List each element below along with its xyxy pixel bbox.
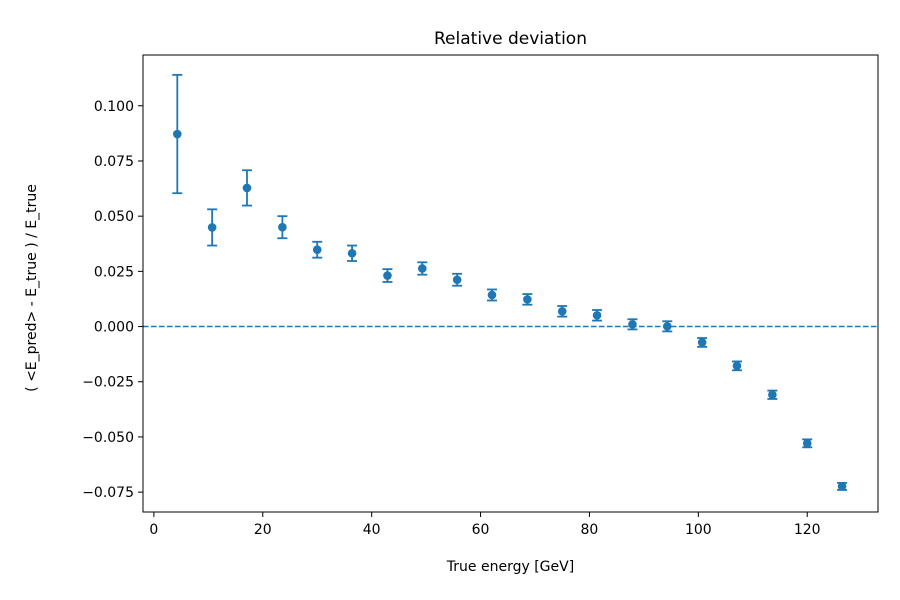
data-point (663, 322, 672, 331)
y-tick-label: 0.100 (94, 99, 134, 115)
y-tick-label: 0.025 (94, 264, 134, 280)
chart-title: Relative deviation (434, 29, 587, 49)
data-point (732, 361, 742, 371)
x-tick-label: 100 (685, 522, 712, 538)
data-point (418, 264, 427, 273)
data-point (452, 275, 462, 285)
data-point (837, 482, 847, 491)
data-point (278, 222, 287, 232)
data-point (242, 183, 252, 193)
x-tick-label: 40 (363, 522, 381, 538)
data-point (802, 439, 812, 448)
x-tick-label: 0 (149, 522, 158, 538)
axes-frame (142, 54, 879, 513)
x-tick-label: 80 (581, 522, 599, 538)
data-point (592, 310, 602, 320)
data-point (768, 390, 777, 400)
y-tick-label: −0.025 (82, 375, 134, 391)
y-tick-label: 0.000 (94, 320, 134, 336)
x-tick-label: 20 (254, 522, 272, 538)
data-point (207, 223, 217, 232)
x-tick-label: 60 (472, 522, 490, 538)
data-point (628, 320, 637, 329)
y-tick-label: −0.050 (82, 430, 134, 446)
data-point (557, 307, 567, 316)
data-point (347, 248, 357, 258)
y-tick-label: 0.050 (94, 209, 134, 225)
data-point (523, 295, 532, 304)
data-point (487, 290, 497, 300)
data-point (173, 129, 182, 139)
data-point (312, 245, 322, 255)
y-tick-label: −0.075 (82, 485, 134, 501)
x-tick-label: 120 (794, 522, 821, 538)
data-point (697, 338, 707, 347)
data-point (383, 271, 392, 280)
x-axis-label: True energy [GeV] (446, 559, 574, 575)
y-tick-label: 0.075 (94, 154, 134, 170)
plot-area: 0 20 40 60 80 100 120 0.100 0.075 0.050 0.025 0.000… (82, 54, 879, 538)
y-axis-label: ( <E_pred> - E_true ) / E_true (24, 184, 40, 392)
